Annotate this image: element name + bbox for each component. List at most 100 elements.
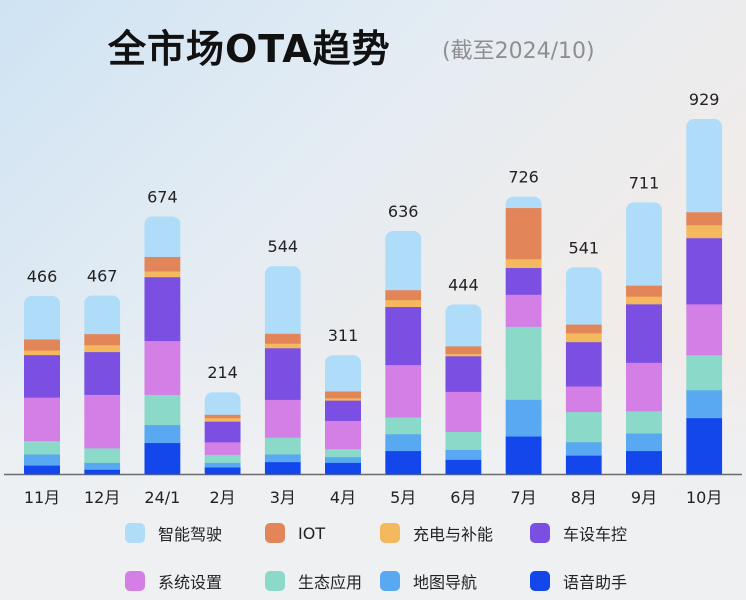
legend-item: 车设车控 (530, 522, 650, 544)
legend-item: 语音助手 (530, 570, 650, 592)
bar-segment: 系统设置: 84 (505, 294, 542, 327)
bar-stack: 语音助手: 23地图导航: 29生态应用: 35系统设置: 114车设车控: 1… (24, 295, 60, 475)
x-tick-label: 12月 (84, 488, 120, 507)
bar-segment: 地图导航: 26 (445, 449, 482, 460)
legend-item: 充电与补能 (380, 522, 530, 544)
bar-segment: 车设车控: 53 (325, 400, 361, 421)
bar-segment: IOT: 134 (505, 207, 542, 260)
x-tick-label: 8月 (571, 488, 597, 507)
x-tick-label: 4月 (330, 488, 356, 507)
bar-stack: 语音助手: 30地图导航: 15生态应用: 21系统设置: 74车设车控: 53… (325, 355, 361, 475)
bar-segment: 生态应用: 21 (325, 448, 361, 458)
x-tick-label: 7月 (511, 488, 537, 507)
data-label: 444 (448, 275, 479, 294)
bar-segment: 充电与补能: 9 (204, 417, 241, 422)
legend-item: IOT (265, 522, 380, 544)
bar-segment: 语音助手: 147 (686, 417, 723, 475)
bar-segment: 语音助手: 18 (204, 467, 241, 475)
legend-label: 车设车控 (563, 525, 628, 544)
data-label: 311 (328, 326, 359, 345)
bar-stack: 语音助手: 49地图导航: 35生态应用: 79系统设置: 67车设车控: 11… (565, 267, 602, 475)
bar-segment: 充电与补能: 6 (445, 353, 482, 357)
x-tick-label: 6月 (450, 488, 476, 507)
legend-item: 系统设置 (125, 570, 265, 592)
bar-segment: 生态应用: 47 (445, 431, 482, 450)
bar-segment: 车设车控: 116 (565, 341, 602, 387)
bar-segment: 地图导航: 44 (385, 433, 422, 452)
bar-segment: 系统设置: 140 (84, 394, 121, 449)
data-label: 636 (388, 202, 419, 221)
bar-segment: 地图导航: 73 (686, 389, 723, 419)
bar-segment: 智能驾驶: 176 (264, 266, 301, 334)
legend-label: 语音助手 (563, 573, 628, 592)
bar-segment: 智能驾驶: 109 (445, 304, 482, 347)
legend-swatch (265, 523, 285, 543)
bar-segment: IOT: 18 (325, 391, 361, 399)
bar-segment: 生态应用: 79 (144, 394, 181, 426)
bar-segment: 系统设置: 137 (385, 364, 422, 418)
bar-segment: 智能驾驶: 29 (505, 196, 542, 209)
bar-segment: 智能驾驶: 58 (204, 392, 241, 415)
bar-segment: 系统设置: 133 (686, 303, 723, 356)
bar-segment: 充电与补能: 20 (626, 296, 662, 305)
bar-segment: IOT: 29 (24, 339, 60, 351)
bar-segment: 车设车控: 70 (505, 267, 542, 295)
bar-segment: 系统设置: 33 (204, 441, 241, 455)
bar-segment: 地图导航: 35 (565, 441, 602, 456)
bar-segment: 语音助手: 49 (565, 455, 602, 475)
data-label: 466 (27, 267, 58, 286)
legend-swatch (125, 523, 145, 543)
bar-segment: 智能驾驶: 149 (565, 267, 602, 325)
bar-segment: IOT: 34 (686, 211, 723, 226)
bar-segment: IOT: 38 (144, 256, 181, 272)
bar-segment: 系统设置: 105 (445, 391, 482, 432)
legend-swatch (380, 571, 400, 591)
bar-stack: 语音助手: 99地图导航: 96生态应用: 191系统设置: 84车设车控: 7… (505, 196, 542, 475)
bar-segment: IOT: 29 (626, 285, 662, 297)
bar-segment: 语音助手: 61 (385, 450, 422, 475)
bar-segment: IOT: 20 (445, 345, 482, 355)
bar-segment: 生态应用: 21 (204, 454, 241, 463)
bar-stack: 语音助手: 32地图导航: 20生态应用: 44系统设置: 99车设车控: 13… (264, 266, 301, 475)
bar-segment: 智能驾驶: 243 (686, 119, 723, 213)
bar-stack: 语音助手: 82地图导航: 47生态应用: 79系统设置: 141车设车控: 1… (144, 216, 181, 475)
legend-swatch (530, 523, 550, 543)
bar-segment: 车设车控: 135 (264, 347, 301, 400)
bar-segment: 地图导航: 29 (24, 454, 60, 466)
bar-segment: 地图导航: 47 (144, 424, 181, 444)
data-label: 674 (147, 187, 178, 206)
bar-segment: 生态应用: 35 (24, 440, 60, 455)
bar-segment: 生态应用: 58 (626, 410, 662, 434)
bar-segment: 车设车控: 54 (204, 421, 241, 443)
bar-segment: 充电与补能: 12 (24, 350, 60, 356)
bar-segment: 语音助手: 38 (445, 459, 482, 475)
bar-segment: 地图导航: 12 (204, 462, 241, 468)
bar-segment: 生态应用: 44 (385, 417, 422, 435)
bar-segment: IOT: 29 (84, 333, 121, 346)
bar-segment: 系统设置: 99 (264, 399, 301, 438)
bar-stack: 语音助手: 12地图导航: 18生态应用: 38系统设置: 140车设车控: 1… (84, 295, 121, 475)
bar-segment: 车设车控: 112 (84, 351, 121, 395)
bar-segment: 生态应用: 44 (264, 437, 301, 455)
legend-item: 地图导航 (380, 570, 530, 592)
bar-segment: 系统设置: 127 (626, 362, 662, 412)
bar-segment: 车设车控: 153 (626, 303, 662, 363)
bar-segment: 生态应用: 191 (505, 326, 542, 400)
bar-segment: 生态应用: 79 (565, 411, 602, 443)
bar-segment: 生态应用: 92 (686, 354, 723, 391)
x-tick-label: 3月 (270, 488, 296, 507)
chart-title: 全市场OTA趋势 (108, 27, 391, 71)
x-tick-label: 5月 (390, 488, 416, 507)
bar-segment: 生态应用: 38 (84, 448, 121, 463)
bar-segment: 地图导航: 15 (325, 456, 361, 463)
bar-segment: 语音助手: 99 (505, 436, 542, 475)
data-label: 726 (508, 168, 539, 187)
legend-item: 智能驾驶 (125, 522, 265, 544)
bar-segment: 系统设置: 74 (325, 420, 361, 450)
bar-segment: 车设车控: 167 (144, 276, 181, 342)
bar-stack: 语音助手: 38地图导航: 26生态应用: 47系统设置: 105车设车控: 9… (445, 304, 482, 475)
legend-label: 系统设置 (158, 573, 223, 592)
bar-segment: 语音助手: 61 (626, 450, 662, 475)
bar-stack: 语音助手: 61地图导航: 46生态应用: 58系统设置: 127车设车控: 1… (626, 202, 662, 475)
background-wash (0, 330, 746, 600)
